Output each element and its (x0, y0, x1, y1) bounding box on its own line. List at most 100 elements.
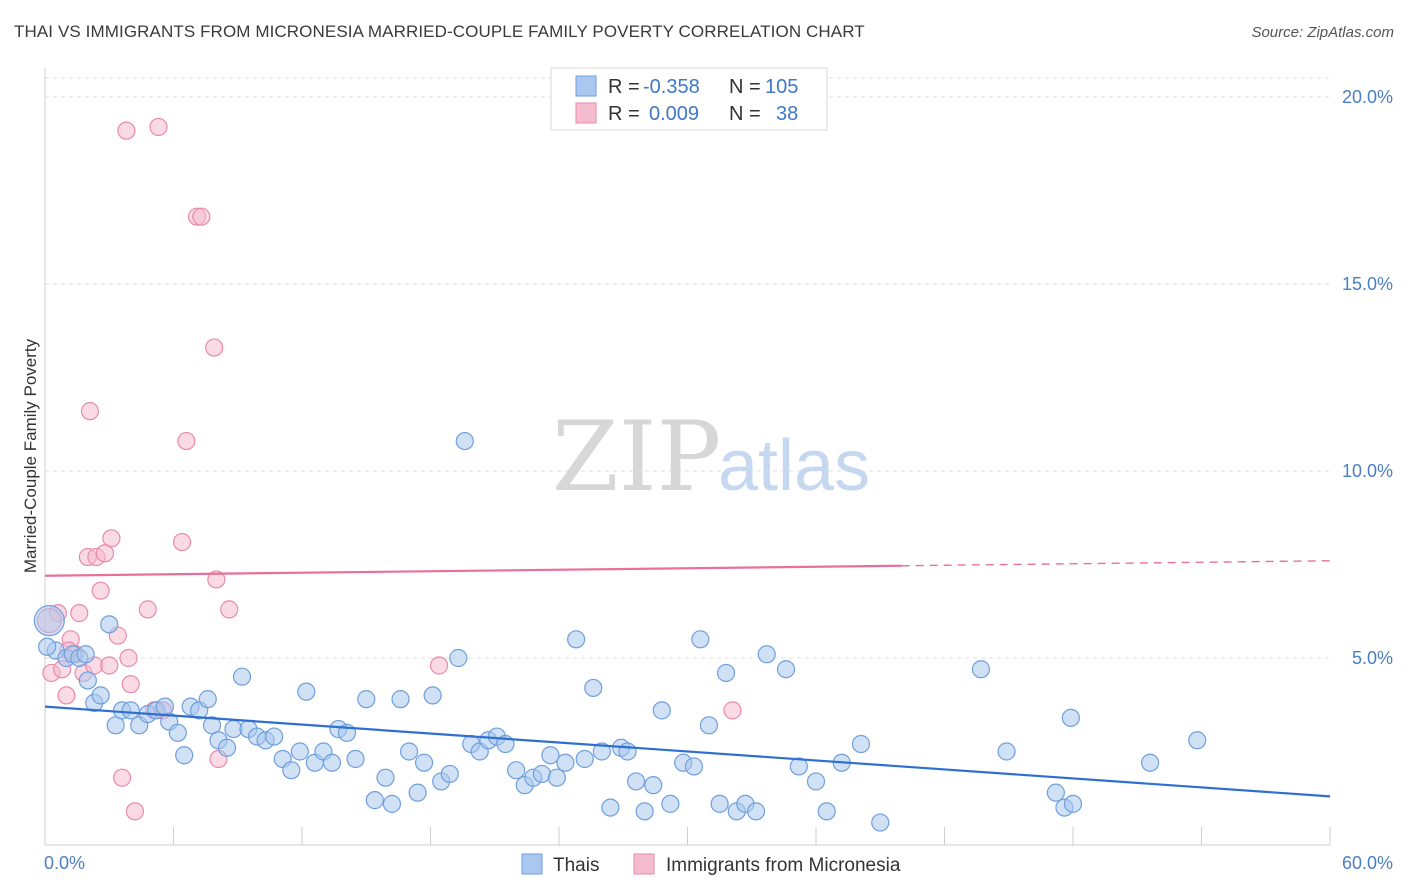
point-thais (322, 753, 342, 772)
point-thais (618, 742, 637, 761)
legend-n-label-thais: N = (729, 76, 761, 98)
point-micronesia (57, 686, 76, 705)
point-thais (532, 764, 551, 784)
point-thais (584, 678, 603, 698)
point-micronesia (95, 544, 115, 563)
point-thais (541, 746, 560, 765)
legend-swatch-micronesia (575, 102, 597, 124)
trend-lines (44, 560, 1331, 798)
point-micronesia (172, 532, 192, 552)
point-micronesia (100, 656, 119, 675)
point-thais (217, 738, 237, 757)
legend-r-label-thais: R = (608, 76, 640, 98)
point-thais (556, 753, 575, 772)
point-micronesia (177, 431, 196, 451)
point-micronesia (119, 648, 138, 668)
legend-swatch-thais (575, 75, 597, 97)
point-thais (635, 802, 654, 821)
point-thais (817, 802, 836, 821)
chart-title: THAI VS IMMIGRANTS FROM MICRONESIA MARRI… (14, 22, 865, 41)
point-thais (297, 682, 316, 701)
watermark-zip: ZIP (552, 401, 721, 513)
point-thais (106, 716, 125, 735)
point-micronesia (125, 802, 145, 821)
point-thais (423, 686, 442, 705)
point-thais (601, 798, 620, 817)
point-thais (76, 645, 95, 664)
point-micronesia (91, 581, 110, 600)
point-thais (699, 716, 719, 735)
point-micronesia (121, 675, 140, 694)
point-micronesia (70, 604, 89, 623)
point-thais (168, 723, 187, 742)
point-micronesia (205, 338, 224, 357)
point-micronesia (723, 701, 742, 720)
data-points (33, 117, 1207, 832)
point-thais (626, 772, 646, 791)
watermark: ZIP atlas (552, 401, 870, 513)
point-thais (1061, 708, 1080, 727)
bottom-legend-swatch-thais (521, 853, 543, 875)
series-legend: Thais Immigrants from Micronesia (521, 853, 901, 876)
legend-box (550, 67, 828, 131)
point-micronesia (429, 656, 449, 675)
watermark-atlas: atlas (718, 426, 870, 506)
point-thais (346, 749, 365, 769)
point-thais (357, 690, 376, 709)
y-tick-label: 10.0% (1342, 461, 1393, 481)
point-thais (507, 761, 526, 780)
point-thais (440, 764, 459, 784)
point-thais (175, 746, 194, 765)
point-thais (789, 757, 808, 776)
point-thais (382, 794, 402, 813)
point-thais (78, 671, 97, 690)
point-thais (449, 648, 468, 668)
point-thais (851, 734, 871, 754)
point-thais (155, 697, 175, 716)
point-thais (644, 776, 663, 795)
point-micronesia (220, 600, 239, 619)
point-thais (121, 701, 140, 720)
point-thais (290, 742, 309, 761)
point-thais (691, 630, 710, 649)
point-thais (871, 813, 890, 832)
point-thais (997, 742, 1016, 761)
point-thais (202, 716, 222, 735)
point-thais (391, 690, 410, 709)
point-micronesia (80, 402, 100, 421)
point-thais (684, 757, 704, 776)
y-tick-label: 5.0% (1352, 648, 1393, 668)
point-thais (1140, 753, 1160, 772)
bottom-legend-label-thais: Thais (553, 855, 599, 876)
point-thais (547, 768, 566, 787)
legend-n-label-micronesia: N = (729, 103, 761, 125)
x-tick-label-min: 0.0% (44, 853, 85, 873)
point-thais (376, 768, 395, 787)
legend-n-value-thais: 105 (765, 76, 798, 98)
gridlines (45, 77, 1330, 659)
y-tick-label: 20.0% (1342, 87, 1393, 107)
point-thais (710, 794, 729, 813)
point-micronesia (207, 570, 226, 589)
point-thais (1188, 731, 1207, 750)
trend-line-micronesia-extension (901, 560, 1331, 567)
point-thais (567, 630, 586, 649)
point-thais (716, 663, 736, 683)
point-thais (746, 802, 766, 821)
bottom-legend-swatch-micronesia (633, 853, 655, 875)
point-micronesia (112, 768, 132, 787)
point-thais (282, 761, 301, 780)
x-tick-label-max: 60.0% (1342, 853, 1393, 873)
point-thais (1063, 794, 1083, 813)
point-micronesia (149, 117, 168, 137)
point-micronesia (138, 600, 157, 619)
legend-n-value-micronesia: 38 (776, 103, 798, 125)
point-thais (776, 660, 796, 679)
source-label: Source: ZipAtlas.com (1251, 24, 1394, 41)
point-thais (575, 749, 594, 769)
correlation-legend: R = -0.358 N = 105 R = 0.009 N = 38 (550, 67, 828, 131)
legend-r-label-micronesia: R = (608, 103, 640, 125)
point-thais (38, 637, 57, 656)
point-thais (661, 794, 680, 813)
